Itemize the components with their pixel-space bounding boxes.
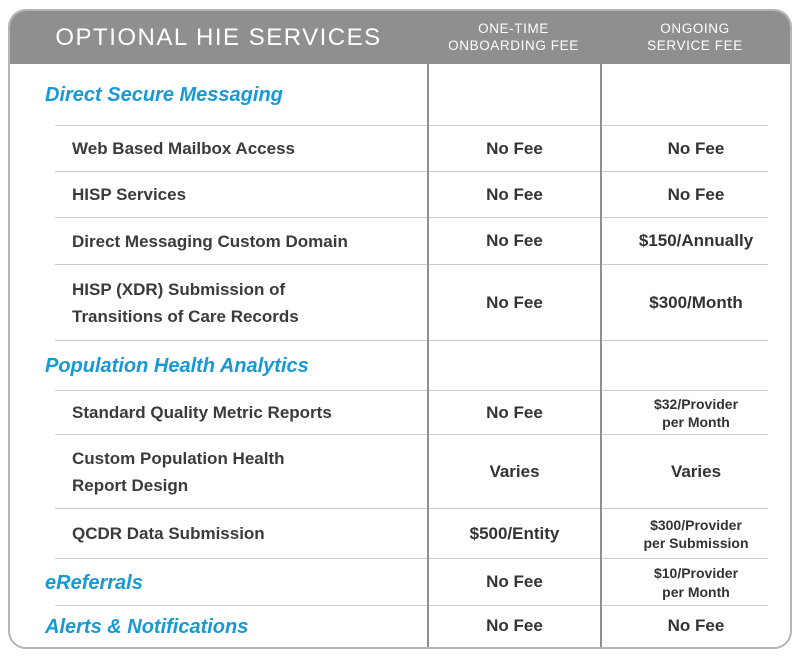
table-title: OPTIONAL HIE SERVICES <box>55 23 382 51</box>
onboarding-fee-cell: No Fee <box>427 265 600 341</box>
section-heading: eReferrals <box>45 571 143 594</box>
ongoing-fee-cell: $32/Provider per Month <box>600 391 790 435</box>
ongoing-fee-cell: No Fee <box>600 126 790 172</box>
ongoing-fee-cell: No Fee <box>600 172 790 218</box>
table-header: OPTIONAL HIE SERVICES ONE-TIME ONBOARDIN… <box>10 11 790 64</box>
service-label: Custom Population Health Report Design <box>72 448 285 495</box>
ongoing-fee-cell: No Fee <box>600 606 790 647</box>
table-row-direct-messaging-custom-domain: Direct Messaging Custom Domain No Fee $1… <box>10 218 790 265</box>
table-row-ereferrals: eReferrals No Fee $10/Provider per Month <box>10 559 790 606</box>
onboarding-fee-cell: No Fee <box>427 172 600 218</box>
service-label: Direct Messaging Custom Domain <box>72 231 348 251</box>
onboarding-fee-cell <box>427 64 600 126</box>
column-header-ongoing-fee: ONGOING SERVICE FEE <box>647 20 743 53</box>
onboarding-fee-cell: No Fee <box>427 126 600 172</box>
service-label: QCDR Data Submission <box>72 524 265 544</box>
onboarding-fee-cell <box>427 341 600 391</box>
ongoing-fee-cell: $150/Annually <box>600 218 790 265</box>
table-row-hisp-xdr-submission: HISP (XDR) Submission of Transitions of … <box>10 265 790 341</box>
table-row-hisp-services: HISP Services No Fee No Fee <box>10 172 790 218</box>
service-label: Standard Quality Metric Reports <box>72 403 332 423</box>
onboarding-fee-cell: No Fee <box>427 218 600 265</box>
table-body: Direct Secure Messaging Web Based Mailbo… <box>10 64 790 647</box>
table-row-qcdr-data-submission: QCDR Data Submission $500/Entity $300/Pr… <box>10 509 790 559</box>
ongoing-fee-cell: $300/Month <box>600 265 790 341</box>
table-row-population-health-analytics: Population Health Analytics <box>10 341 790 391</box>
service-label: HISP Services <box>72 185 187 205</box>
ongoing-fee-cell <box>600 64 790 126</box>
onboarding-fee-cell: $500/Entity <box>427 509 600 559</box>
table-row-alerts-and-notifications: Alerts & Notifications No Fee No Fee <box>10 606 790 647</box>
ongoing-fee-cell <box>600 341 790 391</box>
service-label: Web Based Mailbox Access <box>72 139 295 159</box>
ongoing-fee-cell: $10/Provider per Month <box>600 559 790 606</box>
onboarding-fee-cell: Varies <box>427 435 600 509</box>
table-row-custom-population-health-report-design: Custom Population Health Report Design V… <box>10 435 790 509</box>
service-label: HISP (XDR) Submission of Transitions of … <box>72 279 299 326</box>
pricing-table-card: OPTIONAL HIE SERVICES ONE-TIME ONBOARDIN… <box>8 9 792 649</box>
column-header-onboarding-fee: ONE-TIME ONBOARDING FEE <box>448 20 579 53</box>
table-row-direct-secure-messaging: Direct Secure Messaging <box>10 64 790 126</box>
section-heading: Population Health Analytics <box>45 355 309 377</box>
onboarding-fee-cell: No Fee <box>427 559 600 606</box>
table-row-standard-quality-metric-reports: Standard Quality Metric Reports No Fee $… <box>10 391 790 435</box>
ongoing-fee-cell: $300/Provider per Submission <box>600 509 790 559</box>
onboarding-fee-cell: No Fee <box>427 606 600 647</box>
ongoing-fee-cell: Varies <box>600 435 790 509</box>
onboarding-fee-cell: No Fee <box>427 391 600 435</box>
table-row-web-based-mailbox-access: Web Based Mailbox Access No Fee No Fee <box>10 126 790 172</box>
section-heading: Alerts & Notifications <box>45 615 249 638</box>
section-heading: Direct Secure Messaging <box>45 84 283 106</box>
